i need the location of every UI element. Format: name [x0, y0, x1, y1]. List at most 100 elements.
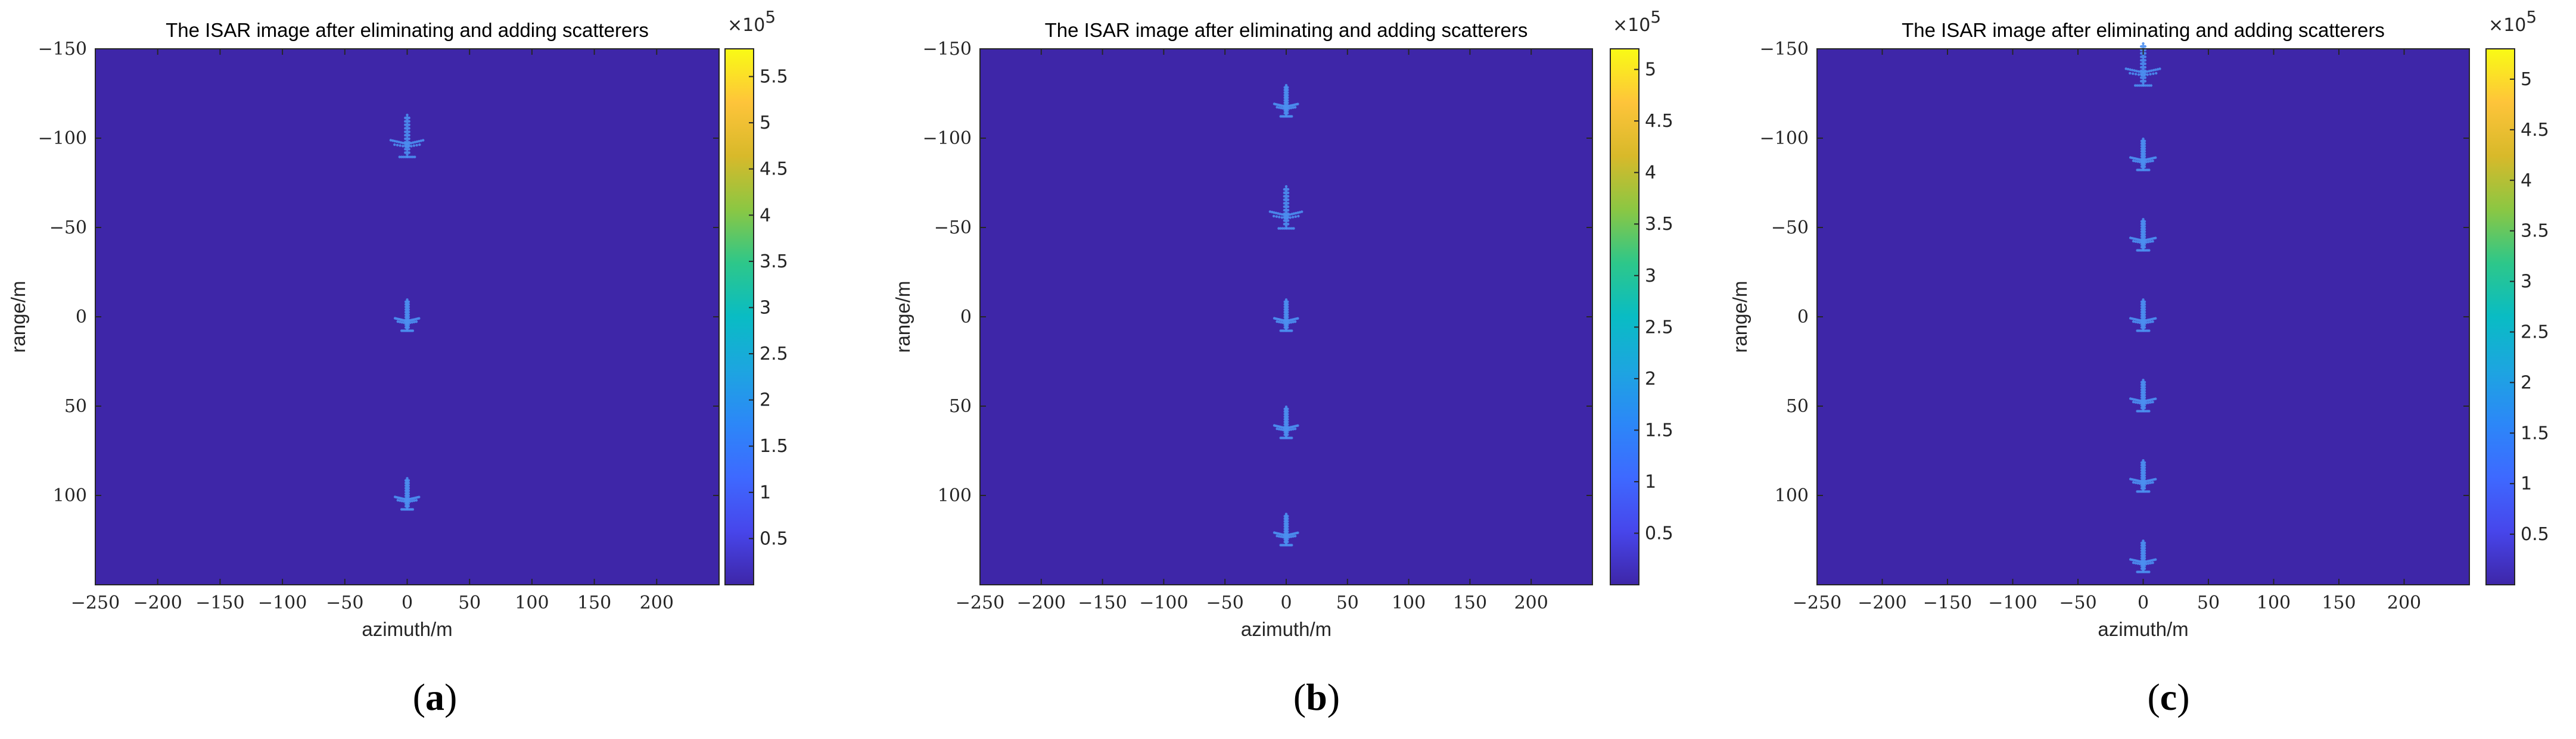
scatterer-point	[2152, 68, 2155, 72]
x-axis-label: azimuth/m	[1241, 618, 1331, 640]
scatterer-point	[2132, 481, 2135, 484]
scatterer-point	[2142, 44, 2145, 48]
scatterer-point	[2140, 386, 2143, 389]
scatterer-point	[1286, 316, 1289, 319]
scatterer-point	[407, 155, 410, 158]
scatterer-point	[2132, 561, 2135, 565]
scatterer-point	[2143, 474, 2146, 477]
scatterer-point	[407, 137, 410, 141]
y-tick-label: 50	[1786, 396, 1809, 417]
scatterer-point	[407, 481, 410, 485]
colorbar: 0.5 1 1.5 2 2.5 3 3.5 4 4.5 5 5.5 ×105	[724, 7, 788, 585]
scatterer-point	[2140, 394, 2143, 397]
scatterer-point	[2140, 487, 2143, 490]
scatterer-point	[2138, 401, 2142, 405]
scatterer-point	[2151, 481, 2154, 484]
scatterer-point	[2149, 320, 2152, 323]
colorbar-tick-label: 0.5	[760, 528, 788, 549]
x-tick-label: −100	[1988, 593, 2037, 613]
target-4	[1273, 406, 1299, 439]
scatterer-point	[2140, 222, 2143, 226]
scatterer-point	[407, 504, 410, 508]
scatterer-point	[2147, 482, 2150, 485]
x-tick-label: −250	[956, 593, 1004, 613]
scatterer-point	[1283, 205, 1286, 208]
scatterer-point	[1290, 227, 1293, 230]
scatterer-point	[1281, 535, 1284, 539]
scatterer-point	[2143, 463, 2146, 467]
scatterer-point	[2147, 321, 2150, 324]
scatterer-point	[2148, 169, 2151, 172]
scatterer-point	[2148, 410, 2151, 413]
scatterer-point	[1286, 525, 1289, 528]
scatterer-point	[1290, 428, 1293, 431]
scatterer-point	[405, 322, 407, 325]
scatterer-point	[2133, 69, 2136, 72]
scatterer-point	[2152, 72, 2155, 76]
target-1	[389, 113, 425, 158]
scatterer-point	[1286, 86, 1289, 89]
scatterer-point	[1286, 429, 1289, 432]
chart-title: The ISAR image after eliminating and add…	[1045, 19, 1528, 41]
scatterer-point	[1283, 417, 1286, 421]
scatterer-point	[2140, 300, 2143, 303]
scatterer-point	[2138, 241, 2142, 244]
scatterer-point	[1292, 535, 1295, 538]
scatterer-point	[1283, 101, 1286, 104]
scatterer-point	[2143, 383, 2146, 386]
scatterer-point	[2146, 73, 2149, 76]
y-tick-label: −150	[1760, 39, 1809, 60]
scatterer-point	[1280, 535, 1283, 538]
scatterer-point	[2134, 562, 2137, 565]
target-2	[1268, 185, 1303, 230]
scatterer-point	[2149, 73, 2152, 76]
scatterer-point	[406, 153, 409, 156]
scatterer-point	[1283, 91, 1286, 94]
scatterer-point	[2148, 490, 2151, 493]
scatterer-point	[396, 498, 399, 502]
scatterer-point	[1290, 321, 1293, 324]
scatterer-point	[2143, 388, 2146, 391]
scatterer-point	[1277, 428, 1281, 431]
scatterer-point	[2140, 76, 2143, 79]
scatterer-point	[2143, 74, 2146, 77]
colorbar-tick-label: 5	[760, 113, 771, 133]
scatterer-point	[402, 145, 405, 148]
scatterer-point	[407, 300, 410, 303]
colorbar-tick-label: 1	[1645, 472, 1656, 492]
scatterer-point	[1283, 96, 1286, 99]
scatterer-point	[1280, 107, 1283, 110]
scatterer-point	[1281, 227, 1284, 230]
scatterer-point	[2149, 481, 2152, 484]
scatterer-point	[2143, 76, 2146, 79]
scatterer-point	[415, 140, 419, 144]
scatterer-point	[2140, 326, 2143, 329]
y-tick-label: 100	[53, 485, 87, 506]
scatterer-point	[2140, 391, 2143, 394]
scatterer-point	[2142, 241, 2146, 244]
scatterer-point	[1283, 109, 1286, 112]
scatterer-point	[2140, 165, 2143, 169]
scatterer-point	[1274, 211, 1278, 214]
colorbar-gradient	[724, 48, 754, 585]
scatterer-point	[391, 139, 394, 142]
scatterer-point	[1283, 540, 1286, 544]
scatterer-point	[2143, 220, 2146, 223]
scatterer-point	[2155, 71, 2158, 75]
scatterer-point	[2140, 230, 2143, 233]
scatterer-point	[2143, 544, 2146, 547]
scatterer-point	[1293, 106, 1297, 109]
scatterer-point	[2143, 396, 2146, 399]
scatterer-point	[1283, 208, 1286, 212]
y-tick-label: 50	[949, 396, 972, 417]
scatterer-point	[2140, 396, 2143, 399]
scatterer-point	[1290, 544, 1293, 547]
scatterer-point	[1283, 528, 1286, 531]
scatterer-point	[2143, 471, 2146, 475]
scatterer-point	[415, 144, 418, 146]
scatterer-point	[1292, 216, 1295, 219]
scatterer-point	[2141, 161, 2143, 164]
scatterer-point	[1297, 214, 1300, 218]
colorbar-tick-label: 3	[2521, 272, 2532, 292]
scatterer-point	[404, 313, 407, 316]
